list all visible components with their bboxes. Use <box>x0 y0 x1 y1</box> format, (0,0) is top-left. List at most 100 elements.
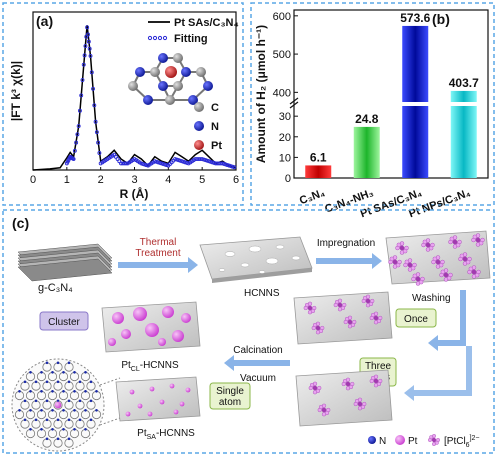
panel-b-yticks: 0 10 20 30 400 500 600 <box>273 11 299 185</box>
vacuum-label: Vacuum <box>240 373 276 384</box>
platinum-atom-icon <box>194 140 204 150</box>
hcnns-sheet <box>199 236 313 283</box>
once-label: Once <box>404 314 428 325</box>
n-legend-icon <box>368 436 376 444</box>
once-box <box>395 308 437 328</box>
calcination-arrow <box>224 355 290 371</box>
bar-value-label: 6.1 <box>310 150 327 164</box>
panel-b-axes <box>293 9 489 179</box>
thermal-label: Thermal Treatment <box>135 237 180 259</box>
fit-point <box>92 103 97 108</box>
panel-a-ylabel: |FT k³ χ(k)| <box>9 61 23 121</box>
single-atom-label: Single atom <box>216 386 244 408</box>
washing-arrow <box>428 290 466 351</box>
fit-point <box>77 108 82 113</box>
cluster-label: Cluster <box>48 317 80 328</box>
cluster-sheet <box>101 301 201 353</box>
legend-label-exp: Pt SAs/C₃N₄ <box>174 17 239 29</box>
hcnns-label: HCNNS <box>244 288 280 299</box>
fit-point <box>85 25 90 30</box>
pt-legend-label: Pt <box>408 436 418 447</box>
calcination-label: Calcination <box>233 345 282 356</box>
pt-legend-icon <box>395 435 405 445</box>
panel-a-xlabel: R (Å) <box>120 186 149 201</box>
bar-value-label: 24.8 <box>355 112 379 126</box>
fit-point <box>80 78 85 82</box>
x-tick-label: 6 <box>233 174 239 186</box>
legend-label-fit: Fitting <box>174 33 208 45</box>
single-atom-sheet <box>115 376 201 422</box>
panel-b-label: (b) <box>432 11 450 27</box>
fit-point <box>124 161 128 166</box>
gcn-label: g-C₃N₄ <box>38 282 73 294</box>
panel-a: (a) |FT k³ χ(k)| R (Å) 0 1 2 3 4 5 6 Pt SAs/C₃… <box>9 11 239 201</box>
y-tick-label: 30 <box>279 111 291 123</box>
impregnation-label: Impregnation <box>317 238 375 249</box>
panel-b-bars: 6.1 24.8 573.6 403.7 <box>305 11 479 178</box>
panel-c-frame <box>2 209 495 454</box>
legend-marker-fit <box>147 35 168 41</box>
panel-c-label: (c) <box>12 215 29 231</box>
x-tick-label: 2 <box>98 174 104 186</box>
single-atom-lattice <box>11 358 105 452</box>
ptsa-hcnns-label: PtSA-HCNNS <box>137 428 195 441</box>
bar-value-label: 573.6 <box>400 11 430 25</box>
atom-label-n: N <box>211 121 219 133</box>
fit-point <box>93 119 98 124</box>
fit-point <box>91 86 96 91</box>
fit-point <box>89 70 94 75</box>
fit-point <box>86 39 91 44</box>
fit-point <box>218 161 223 166</box>
fit-point <box>74 140 79 145</box>
three-times-arrow <box>404 346 472 401</box>
bar <box>402 25 429 178</box>
bar <box>305 165 332 178</box>
gcn-stack <box>17 243 113 282</box>
n-legend-label: N <box>379 436 386 447</box>
x-tick-label: 4 <box>165 174 171 186</box>
fit-point <box>96 140 101 145</box>
ptcl6-legend-label: [PtCl6]2− <box>444 435 480 449</box>
x-tick-label: 1 <box>64 174 70 186</box>
thermal-arrow <box>118 257 198 273</box>
y-tick-label: 500 <box>273 49 291 61</box>
x-tick-label: 3 <box>131 174 137 186</box>
panel-c: (c) g-C₃N₄ Thermal Treatment HCNNS Impreg… <box>11 215 491 452</box>
washing-label: Washing <box>412 293 451 304</box>
panel-a-lines <box>32 25 237 171</box>
washed-once-sheet <box>293 291 393 345</box>
axis-break-mark <box>289 101 299 109</box>
washed-three-sheet <box>295 369 393 427</box>
fit-point <box>76 124 81 129</box>
zoom-line-1 <box>99 377 121 386</box>
fit-point <box>97 151 102 155</box>
y-tick-label: 20 <box>279 132 291 144</box>
bar-break <box>449 102 478 106</box>
panel-b-ylabel: Amount of H₂ (μmol h⁻¹) <box>254 25 268 163</box>
impregnation-arrow <box>316 253 382 269</box>
atom-label-c: C <box>211 102 219 114</box>
fit-point <box>86 32 90 37</box>
axis-break-mark <box>289 97 299 105</box>
molecule-structure-icon <box>128 53 213 105</box>
impregnated-sheet <box>385 230 491 286</box>
fit-point <box>81 62 86 67</box>
bar-value-label: 403.7 <box>449 76 479 90</box>
atom-label-pt: Pt <box>211 140 222 152</box>
panel-a-frame <box>2 2 244 206</box>
x-tick-label: 5 <box>199 174 205 186</box>
fit-point <box>79 93 84 98</box>
bar-break <box>401 102 430 106</box>
atom-legend: C N Pt <box>194 102 222 152</box>
panel-b-frame <box>250 2 495 206</box>
y-tick-label: 10 <box>279 152 291 164</box>
bar <box>353 126 380 178</box>
panel-b: (b) Amount of H₂ (μmol h⁻¹) 0 10 20 30 400 50… <box>254 9 489 220</box>
fit-point <box>198 157 203 161</box>
cluster-box <box>39 311 89 331</box>
zoom-line-2 <box>99 417 121 426</box>
y-tick-label: 600 <box>273 11 291 23</box>
x-tick-label: 0 <box>30 174 36 186</box>
